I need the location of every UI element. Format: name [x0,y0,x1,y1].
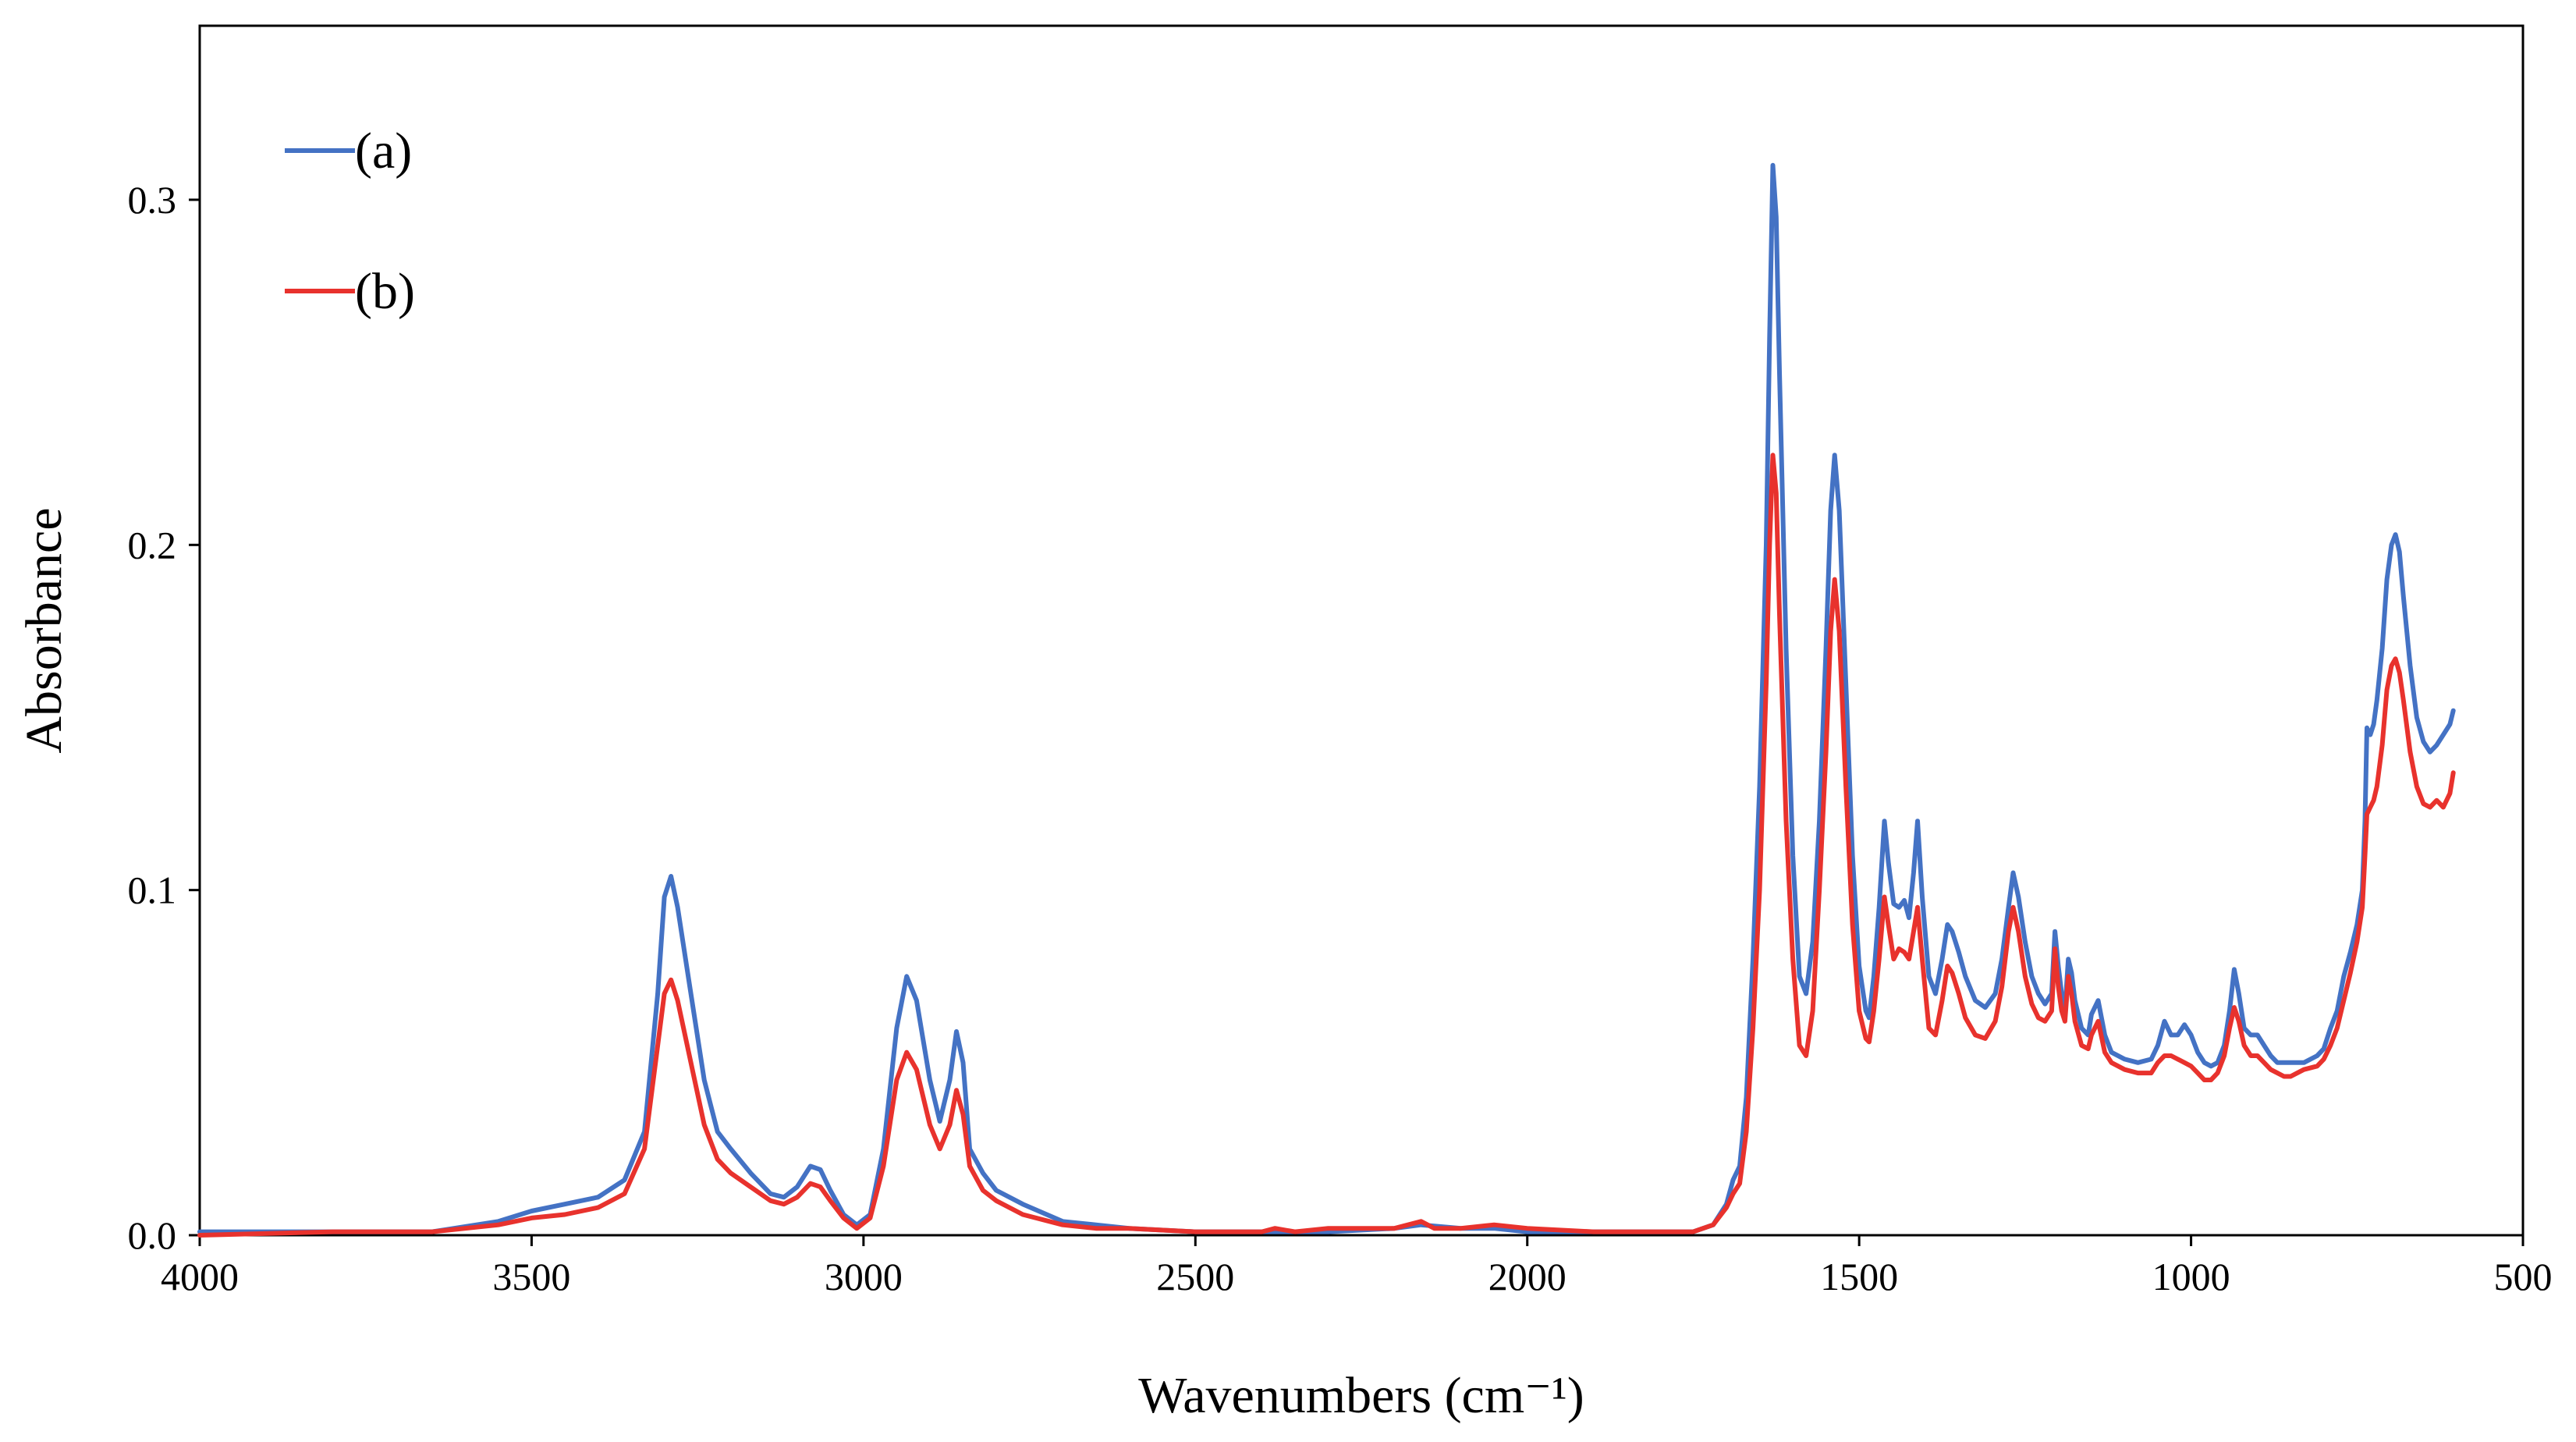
y-tick-label: 0.0 [128,1213,177,1257]
series-line-b [197,453,2456,1238]
x-tick-label: 1500 [1820,1255,1898,1298]
x-tick-label: 3000 [825,1255,903,1298]
x-axis-ticks: 4000 3500 3000 2500 2000 1500 1000 500 [161,1235,2553,1298]
x-tick-label: 1000 [2152,1255,2230,1298]
y-axis-title: Absorbance [16,507,73,753]
x-tick-label: 3500 [492,1255,570,1298]
x-tick-label: 500 [2494,1255,2553,1298]
legend-label-a: (a) [355,123,412,179]
x-tick-label: 4000 [161,1255,239,1298]
plot-area [198,24,2525,1237]
x-tick-label: 2000 [1488,1255,1567,1298]
series-line-a [197,162,2456,1234]
y-tick-label: 0.1 [128,868,177,912]
legend: (a) (b) [285,123,415,320]
series-lines [197,162,2456,1238]
y-tick-label: 0.3 [128,178,177,222]
y-axis-ticks: 0.0 0.1 0.2 0.3 [128,178,200,1257]
x-tick-label: 2500 [1156,1255,1234,1298]
legend-label-b: (b) [355,263,415,320]
y-tick-label: 0.2 [128,523,177,566]
x-axis-title: Wavenumbers (cm⁻¹) [1138,1367,1584,1424]
